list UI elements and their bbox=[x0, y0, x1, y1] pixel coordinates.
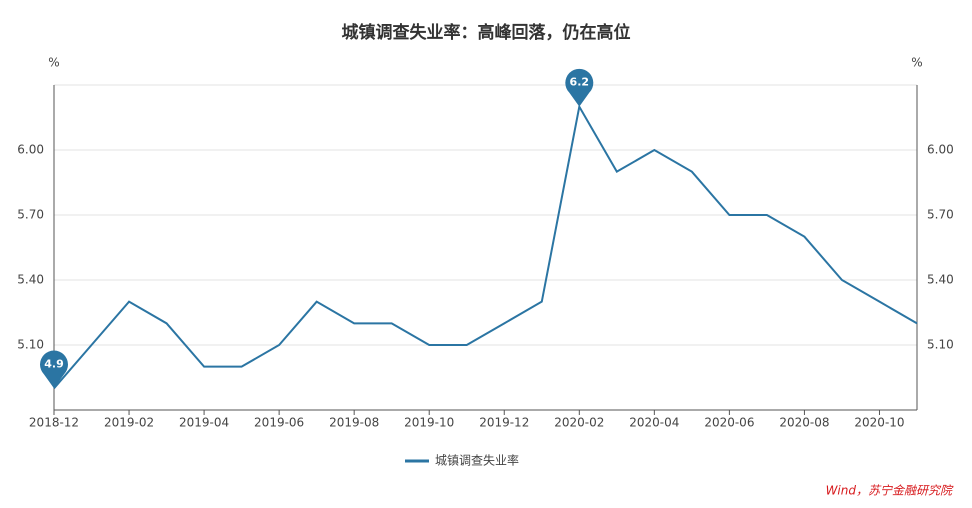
x-tick-label: 2019-04 bbox=[179, 416, 229, 430]
x-tick-label: 2020-10 bbox=[854, 416, 904, 430]
x-tick-label: 2020-08 bbox=[779, 416, 829, 430]
y-unit: % bbox=[48, 56, 59, 70]
x-tick-label: 2018-12 bbox=[29, 416, 79, 430]
source: Wind，苏宁金融研究院 bbox=[826, 484, 954, 498]
y2-tick-label: 6.00 bbox=[927, 143, 954, 157]
x-tick-label: 2019-08 bbox=[329, 416, 379, 430]
x-tick-label: 2019-02 bbox=[104, 416, 154, 430]
chart-title: 城镇调查失业率：高峰回落，仍在高位 bbox=[342, 22, 631, 43]
legend-label: 城镇调查失业率 bbox=[435, 453, 519, 468]
x-tick-label: 2020-06 bbox=[704, 416, 754, 430]
y2-tick-label: 5.10 bbox=[927, 338, 954, 352]
y2-tick-label: 5.40 bbox=[927, 273, 954, 287]
y-tick-label: 6.00 bbox=[17, 143, 44, 157]
mark-pin bbox=[40, 350, 69, 389]
mark-pin-label: 6.2 bbox=[570, 76, 590, 89]
x-tick-label: 2020-04 bbox=[629, 416, 679, 430]
mark-pin-label: 4.9 bbox=[44, 357, 64, 370]
y2-unit: % bbox=[911, 56, 922, 70]
y-tick-label: 5.70 bbox=[17, 208, 44, 222]
y-tick-label: 5.40 bbox=[17, 273, 44, 287]
mark-pin bbox=[565, 68, 594, 107]
x-tick-label: 2019-12 bbox=[479, 416, 529, 430]
y-tick-label: 5.10 bbox=[17, 338, 44, 352]
x-tick-label: 2020-02 bbox=[554, 416, 604, 430]
x-tick-label: 2019-10 bbox=[404, 416, 454, 430]
x-tick-label: 2019-06 bbox=[254, 416, 304, 430]
line bbox=[53, 103, 918, 389]
y2-tick-label: 5.70 bbox=[927, 208, 954, 222]
